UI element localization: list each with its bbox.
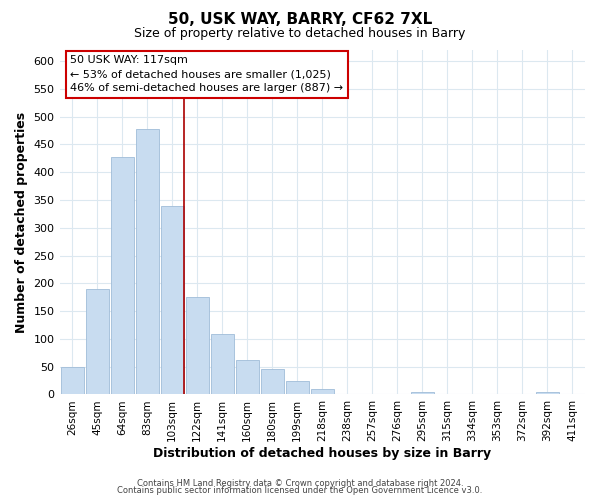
X-axis label: Distribution of detached houses by size in Barry: Distribution of detached houses by size …: [153, 447, 491, 460]
Bar: [86, 289, 109, 395]
Bar: [236, 360, 259, 394]
Bar: [536, 392, 559, 394]
Text: 50 USK WAY: 117sqm
← 53% of detached houses are smaller (1,025)
46% of semi-deta: 50 USK WAY: 117sqm ← 53% of detached hou…: [70, 55, 343, 93]
Bar: [161, 206, 184, 394]
Bar: [136, 129, 158, 394]
Bar: [61, 366, 83, 394]
Bar: [286, 380, 309, 394]
Bar: [261, 370, 284, 394]
Text: Size of property relative to detached houses in Barry: Size of property relative to detached ho…: [134, 28, 466, 40]
Y-axis label: Number of detached properties: Number of detached properties: [15, 112, 28, 333]
Text: Contains HM Land Registry data © Crown copyright and database right 2024.: Contains HM Land Registry data © Crown c…: [137, 478, 463, 488]
Bar: [311, 389, 334, 394]
Bar: [110, 156, 134, 394]
Bar: [211, 334, 233, 394]
Text: Contains public sector information licensed under the Open Government Licence v3: Contains public sector information licen…: [118, 486, 482, 495]
Bar: [185, 297, 209, 394]
Bar: [411, 392, 434, 394]
Text: 50, USK WAY, BARRY, CF62 7XL: 50, USK WAY, BARRY, CF62 7XL: [168, 12, 432, 28]
